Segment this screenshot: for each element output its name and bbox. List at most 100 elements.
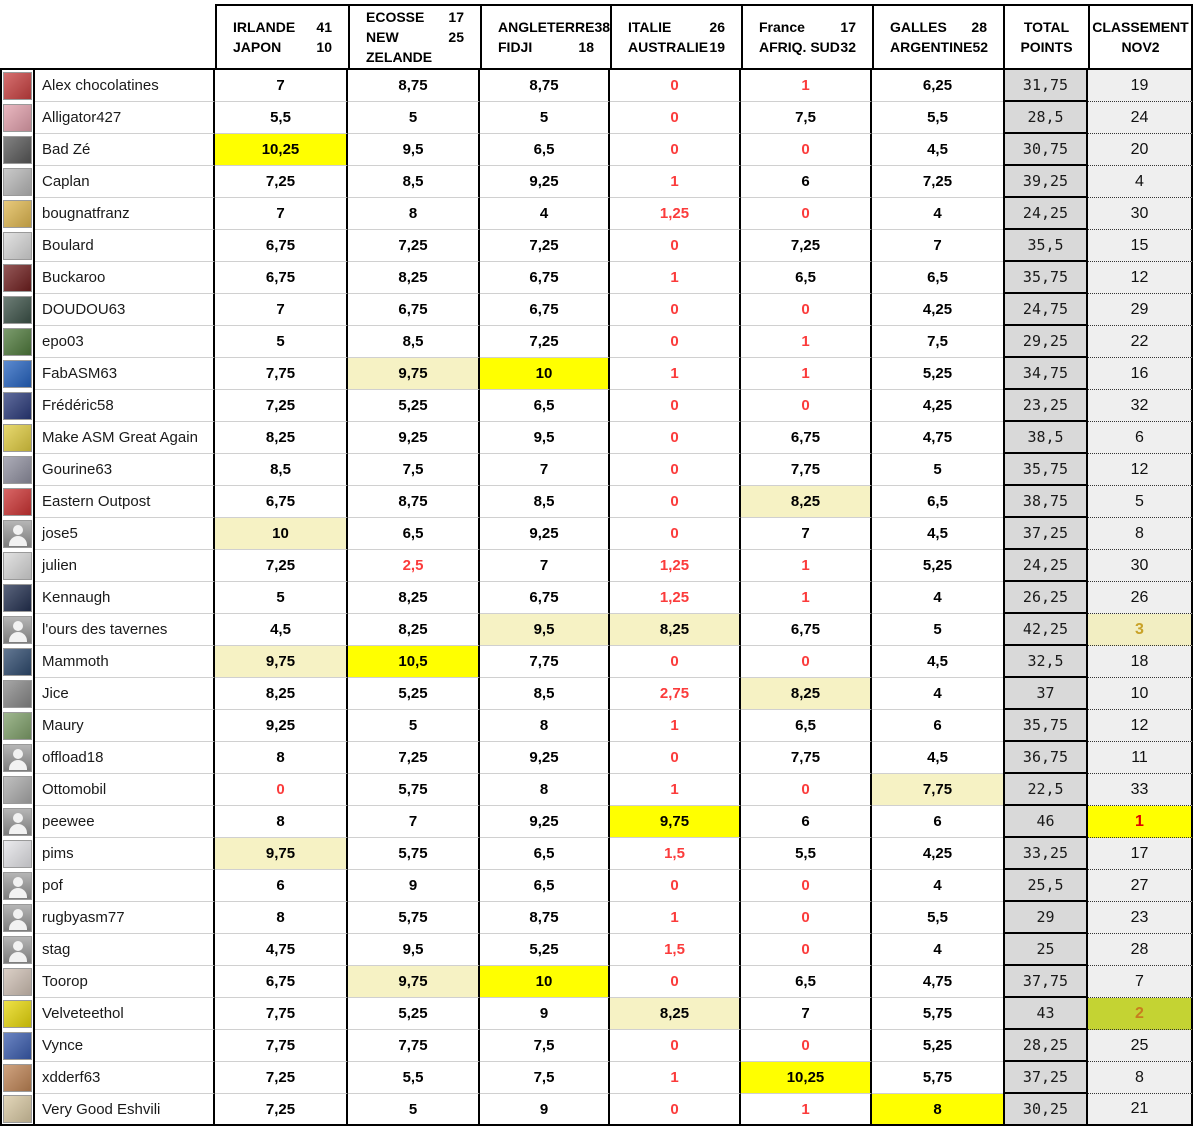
score-cell[interactable]: 6,5: [348, 518, 480, 550]
score-cell[interactable]: 8: [215, 806, 348, 838]
score-cell[interactable]: 5,75: [348, 774, 480, 806]
score-cell[interactable]: 7,25: [348, 230, 480, 262]
total-points-cell[interactable]: 28,25: [1003, 1030, 1088, 1062]
score-cell[interactable]: 0: [610, 230, 741, 262]
classement-cell[interactable]: 11: [1088, 742, 1193, 774]
score-cell[interactable]: 9,75: [215, 646, 348, 678]
player-name-cell[interactable]: Mammoth: [35, 646, 215, 678]
score-cell[interactable]: 1,25: [610, 582, 741, 614]
score-cell[interactable]: 5,25: [348, 678, 480, 710]
score-cell[interactable]: 5,25: [872, 550, 1003, 582]
classement-cell[interactable]: 1: [1088, 806, 1193, 838]
score-cell[interactable]: 6,75: [480, 262, 610, 294]
score-cell[interactable]: 5,5: [741, 838, 872, 870]
score-cell[interactable]: 6,5: [480, 838, 610, 870]
score-cell[interactable]: 0: [741, 870, 872, 902]
score-cell[interactable]: 0: [741, 902, 872, 934]
player-name-cell[interactable]: jose5: [35, 518, 215, 550]
score-cell[interactable]: 5,5: [215, 102, 348, 134]
score-cell[interactable]: 10: [215, 518, 348, 550]
score-cell[interactable]: 9,75: [610, 806, 741, 838]
score-cell[interactable]: 4,25: [872, 838, 1003, 870]
score-cell[interactable]: 4,25: [872, 390, 1003, 422]
total-points-cell[interactable]: 25: [1003, 934, 1088, 966]
score-cell[interactable]: 9,75: [348, 966, 480, 998]
score-cell[interactable]: 7,5: [480, 1030, 610, 1062]
score-cell[interactable]: 8,25: [741, 678, 872, 710]
player-name-cell[interactable]: xdderf63: [35, 1062, 215, 1094]
score-cell[interactable]: 1,25: [610, 550, 741, 582]
score-cell[interactable]: 9,5: [348, 134, 480, 166]
score-cell[interactable]: 5,5: [872, 902, 1003, 934]
player-name-cell[interactable]: FabASM63: [35, 358, 215, 390]
header-match-5[interactable]: France 17 AFRIQ. SUD 32: [741, 4, 872, 70]
player-name-cell[interactable]: julien: [35, 550, 215, 582]
score-cell[interactable]: 6,25: [872, 70, 1003, 102]
total-points-cell[interactable]: 38,75: [1003, 486, 1088, 518]
score-cell[interactable]: 6,5: [872, 486, 1003, 518]
score-cell[interactable]: 7,75: [741, 454, 872, 486]
header-match-6[interactable]: GALLES 28 ARGENTINE 52: [872, 4, 1003, 70]
total-points-cell[interactable]: 35,75: [1003, 454, 1088, 486]
player-name-cell[interactable]: Maury: [35, 710, 215, 742]
score-cell[interactable]: 0: [610, 390, 741, 422]
score-cell[interactable]: 1,5: [610, 934, 741, 966]
classement-cell[interactable]: 22: [1088, 326, 1193, 358]
score-cell[interactable]: 4: [872, 582, 1003, 614]
score-cell[interactable]: 1: [610, 358, 741, 390]
score-cell[interactable]: 5,75: [348, 838, 480, 870]
score-cell[interactable]: 9,25: [480, 806, 610, 838]
score-cell[interactable]: 5: [480, 102, 610, 134]
classement-cell[interactable]: 19: [1088, 70, 1193, 102]
total-points-cell[interactable]: 24,25: [1003, 198, 1088, 230]
score-cell[interactable]: 8: [872, 1094, 1003, 1126]
score-cell[interactable]: 7,5: [348, 454, 480, 486]
classement-cell[interactable]: 8: [1088, 1062, 1193, 1094]
total-points-cell[interactable]: 29: [1003, 902, 1088, 934]
score-cell[interactable]: 7,25: [872, 166, 1003, 198]
score-cell[interactable]: 7,5: [741, 102, 872, 134]
classement-cell[interactable]: 12: [1088, 454, 1193, 486]
score-cell[interactable]: 6: [215, 870, 348, 902]
score-cell[interactable]: 9,25: [480, 166, 610, 198]
score-cell[interactable]: 7: [215, 294, 348, 326]
score-cell[interactable]: 0: [741, 294, 872, 326]
classement-cell[interactable]: 4: [1088, 166, 1193, 198]
score-cell[interactable]: 8,25: [348, 262, 480, 294]
score-cell[interactable]: 0: [610, 294, 741, 326]
score-cell[interactable]: 7: [480, 454, 610, 486]
score-cell[interactable]: 6,75: [215, 486, 348, 518]
score-cell[interactable]: 7,25: [215, 550, 348, 582]
score-cell[interactable]: 7,75: [872, 774, 1003, 806]
score-cell[interactable]: 6: [872, 710, 1003, 742]
score-cell[interactable]: 7,5: [480, 1062, 610, 1094]
score-cell[interactable]: 9,75: [348, 358, 480, 390]
player-name-cell[interactable]: Toorop: [35, 966, 215, 998]
total-points-cell[interactable]: 23,25: [1003, 390, 1088, 422]
score-cell[interactable]: 5,25: [872, 358, 1003, 390]
total-points-cell[interactable]: 30,25: [1003, 1094, 1088, 1126]
classement-cell[interactable]: 5: [1088, 486, 1193, 518]
total-points-cell[interactable]: 37: [1003, 678, 1088, 710]
total-points-cell[interactable]: 37,25: [1003, 518, 1088, 550]
classement-cell[interactable]: 6: [1088, 422, 1193, 454]
score-cell[interactable]: 7,75: [348, 1030, 480, 1062]
score-cell[interactable]: 5: [348, 102, 480, 134]
score-cell[interactable]: 6: [741, 166, 872, 198]
score-cell[interactable]: 9,25: [348, 422, 480, 454]
classement-cell[interactable]: 20: [1088, 134, 1193, 166]
score-cell[interactable]: 0: [741, 934, 872, 966]
score-cell[interactable]: 5,5: [872, 102, 1003, 134]
header-total-points[interactable]: TOTAL POINTS: [1003, 4, 1088, 70]
total-points-cell[interactable]: 24,75: [1003, 294, 1088, 326]
player-name-cell[interactable]: Alligator427: [35, 102, 215, 134]
score-cell[interactable]: 5,25: [348, 390, 480, 422]
classement-cell[interactable]: 29: [1088, 294, 1193, 326]
score-cell[interactable]: 2,75: [610, 678, 741, 710]
classement-cell[interactable]: 24: [1088, 102, 1193, 134]
score-cell[interactable]: 5,25: [348, 998, 480, 1030]
player-name-cell[interactable]: stag: [35, 934, 215, 966]
score-cell[interactable]: 8: [480, 710, 610, 742]
score-cell[interactable]: 1: [610, 710, 741, 742]
total-points-cell[interactable]: 25,5: [1003, 870, 1088, 902]
